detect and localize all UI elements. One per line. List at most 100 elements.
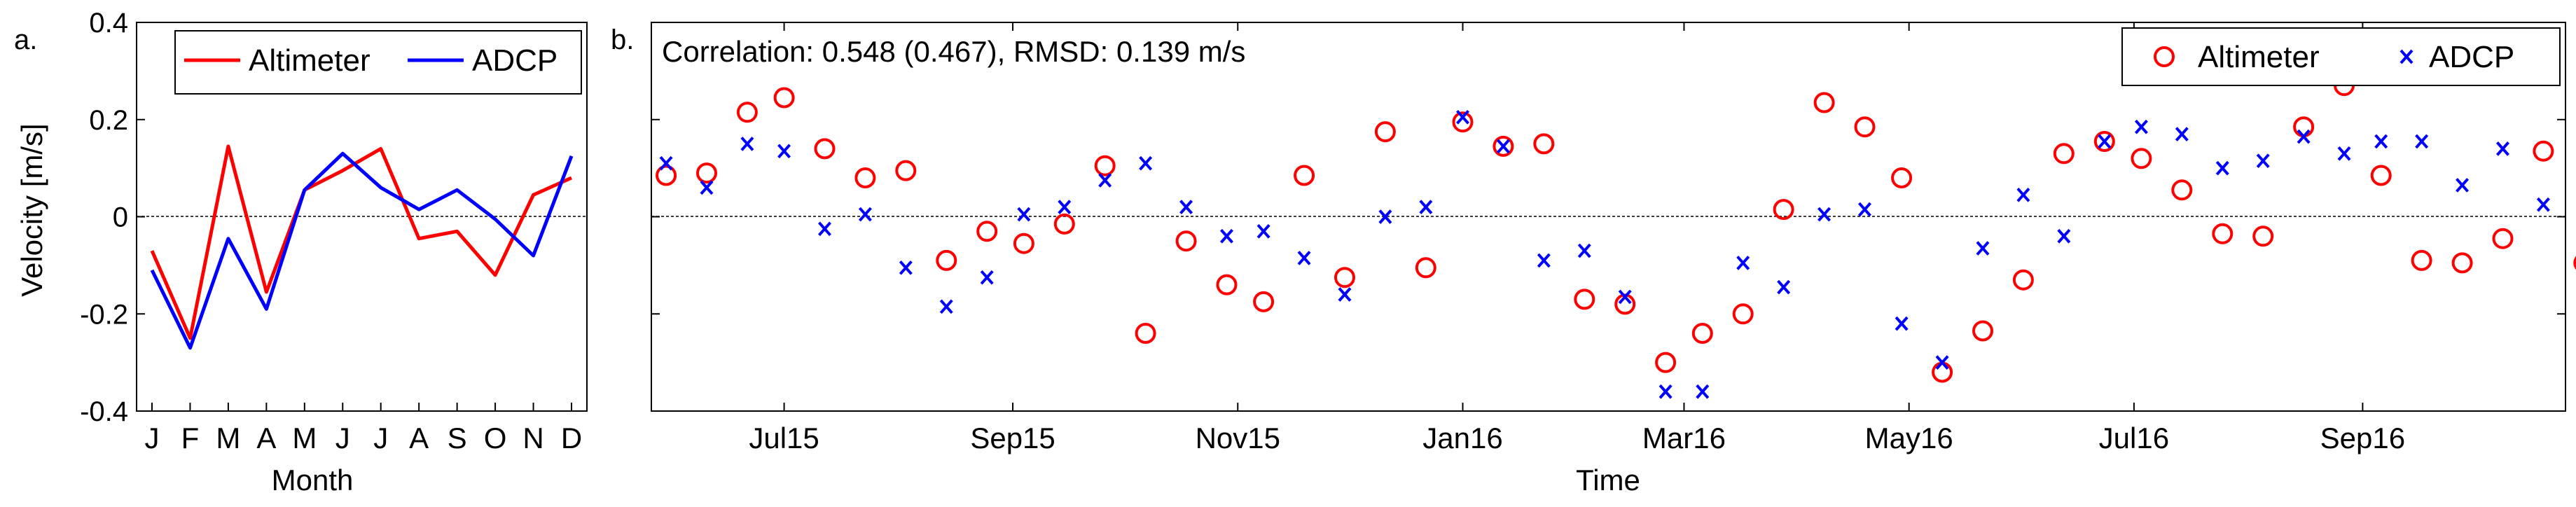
panel-b-point-adcp xyxy=(2536,197,2550,212)
panel-b-point-adcp xyxy=(2098,134,2112,149)
panel-b-point-adcp xyxy=(1659,384,1673,399)
panel-b-point-altimeter xyxy=(2451,252,2473,274)
panel-b-point-adcp xyxy=(1935,355,1949,370)
panel-b-x-tick-label: Sep15 xyxy=(970,422,1055,454)
panel-b-point-adcp xyxy=(1976,241,1990,256)
panel-b-point-adcp xyxy=(740,137,754,151)
panel-b-point-adcp xyxy=(2256,153,2270,169)
panel-b-x-tick-label: Jul16 xyxy=(2099,422,2169,454)
panel-a-x-tick-label: O xyxy=(484,422,507,454)
panel-b-point-adcp xyxy=(980,270,994,285)
panel-b-point-adcp xyxy=(1537,253,1551,268)
panel-b-point-altimeter xyxy=(1135,323,1156,344)
panel-a-x-tick-label: M xyxy=(216,422,240,454)
panel-a-x-tick-label: A xyxy=(409,422,429,454)
panel-b-point-altimeter xyxy=(2370,165,2392,186)
panel-b-point-altimeter xyxy=(1374,121,1396,143)
panel-a-x-tick-label: J xyxy=(373,422,388,454)
panel-b-point-altimeter xyxy=(1216,274,1238,296)
panel-b-point-adcp xyxy=(1419,200,1433,214)
panel-b-point-adcp xyxy=(1378,209,1392,224)
legend-b-altimeter-marker xyxy=(2154,46,2175,67)
panel-b-x-tick-label: Mar16 xyxy=(1642,422,1726,454)
panel-b-point-adcp xyxy=(1058,200,1072,214)
panel-a-x-tick-label: J xyxy=(145,422,160,454)
panel-b-x-tick-label: Jan16 xyxy=(1422,422,1502,454)
panel-b-point-altimeter xyxy=(895,160,917,181)
panel-b-x-tick-label: Sep16 xyxy=(2320,422,2405,454)
panel-b-point-adcp xyxy=(777,144,791,159)
panel-b-point-altimeter xyxy=(1013,232,1034,254)
panel-b-x-tick-label: Nov15 xyxy=(1196,422,1280,454)
panel-b-point-altimeter xyxy=(1415,257,1436,279)
panel-b-point-adcp xyxy=(2415,134,2429,149)
panel-b-point-adcp xyxy=(2495,141,2509,156)
panel-b-point-adcp xyxy=(1338,287,1352,302)
panel-a-x-axis-label: Month xyxy=(272,464,354,496)
panel-b-point-adcp xyxy=(1736,256,1750,270)
panel-b-point-altimeter xyxy=(1053,213,1075,235)
panel-b-point-altimeter xyxy=(1294,165,1315,186)
panel-b-point-adcp xyxy=(858,207,872,222)
panel-b-point-altimeter xyxy=(1813,92,1835,113)
panel-b-point-altimeter xyxy=(656,165,677,186)
panel-b-point-adcp xyxy=(1256,223,1270,239)
panel-b-point-adcp xyxy=(1098,173,1112,188)
panel-b-point-altimeter xyxy=(1655,352,1677,373)
panel-a-y-tick-label: 0 xyxy=(113,202,128,233)
panel-a-x-tick-label: N xyxy=(522,422,543,454)
panel-b-point-altimeter xyxy=(1891,167,1913,188)
panel-a-x-tick-label: D xyxy=(561,422,582,454)
panel-a-series-line-adcp xyxy=(150,151,574,350)
panel-a-y-axis-label: Velocity [m/s] xyxy=(15,123,48,296)
panel-b-point-altimeter xyxy=(936,249,957,271)
panel-b-point-altimeter xyxy=(2212,223,2234,244)
panel-b-point-adcp xyxy=(1577,243,1591,258)
panel-b-annotation: Correlation: 0.548 (0.467), RMSD: 0.139 … xyxy=(662,35,1245,68)
panel-b-point-altimeter xyxy=(1253,291,1275,312)
panel-b-point-adcp xyxy=(1139,155,1153,171)
panel-b-point-adcp xyxy=(1496,139,1510,154)
panel-b-point-altimeter xyxy=(976,221,998,242)
panel-b-point-altimeter xyxy=(2093,131,2115,152)
panel-b-point-adcp xyxy=(2456,178,2470,193)
panel-b-point-altimeter xyxy=(1094,155,1116,176)
panel-b-point-adcp xyxy=(1297,251,1311,265)
panel-b-point-altimeter xyxy=(736,102,758,123)
panel-b-point-adcp xyxy=(1895,316,1909,331)
panel-b-point-adcp xyxy=(1618,289,1632,305)
panel-b-point-altimeter xyxy=(1334,267,1355,289)
panel-b-point-altimeter xyxy=(2171,179,2193,201)
panel-b-point-altimeter xyxy=(2131,148,2152,169)
panel-a-y-tick-label: -0.4 xyxy=(80,396,128,427)
panel-a-x-tick-label: A xyxy=(256,422,276,454)
panel-a-y-tick-label: 0.2 xyxy=(89,105,128,136)
panel-b-point-altimeter xyxy=(1691,323,1713,344)
panel-a-x-tick-label: F xyxy=(181,422,200,454)
panel-b-x-tick-label: May16 xyxy=(1865,422,1953,454)
panel-b-point-adcp xyxy=(1456,109,1469,125)
panel-b-point-altimeter xyxy=(1452,111,1474,133)
panel-b-point-altimeter xyxy=(2053,143,2075,165)
panel-b-point-adcp xyxy=(1857,202,1871,217)
panel-b-point-adcp xyxy=(2374,134,2388,149)
panel-a-y-tick-label: -0.2 xyxy=(80,299,128,330)
panel-b-point-adcp xyxy=(2057,228,2071,244)
legend-a-altimeter-label: Altimeter xyxy=(249,43,371,78)
panel-b-label: b. xyxy=(611,25,634,55)
panel-a-series-line-altimeter xyxy=(150,144,573,340)
panel-b-point-altimeter xyxy=(2293,116,2315,138)
panel-a-x-tick-label: M xyxy=(292,422,317,454)
legend-a-adcp-label: ADCP xyxy=(472,43,558,78)
panel-b-point-altimeter xyxy=(2411,249,2432,271)
panel-b-x-tick-label: Jul15 xyxy=(749,422,819,454)
panel-b-point-altimeter xyxy=(2533,140,2554,162)
panel-b-point-altimeter xyxy=(2252,225,2274,247)
panel-a-x-tick-label: J xyxy=(335,422,350,454)
panel-b-x-axis-label: Time xyxy=(1576,464,1640,496)
panel-b-point-adcp xyxy=(1017,207,1031,222)
panel-a-y-tick-label: 0.4 xyxy=(89,8,128,39)
panel-b-point-altimeter xyxy=(2012,269,2034,291)
panel-b-point-adcp xyxy=(659,155,673,171)
